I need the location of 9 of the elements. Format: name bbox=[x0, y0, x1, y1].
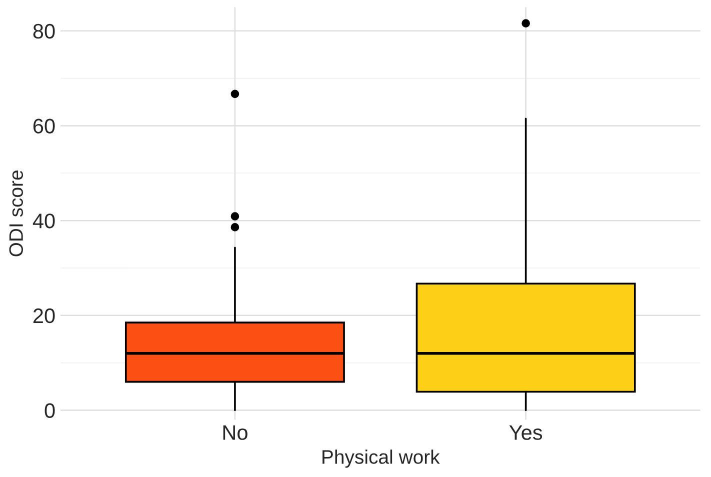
y-tick-label: 80 bbox=[33, 24, 55, 39]
x-axis-title: Physical work bbox=[322, 450, 440, 468]
x-tick-label: Yes bbox=[509, 425, 542, 440]
y-tick-label: 20 bbox=[33, 308, 55, 324]
y-tick-label: 60 bbox=[33, 118, 55, 134]
y-axis-title: ODI score bbox=[9, 170, 24, 256]
x-tick-label: No bbox=[223, 425, 248, 440]
y-tick-label: 0 bbox=[44, 403, 55, 418]
y-tick-label: 40 bbox=[32, 214, 55, 228]
